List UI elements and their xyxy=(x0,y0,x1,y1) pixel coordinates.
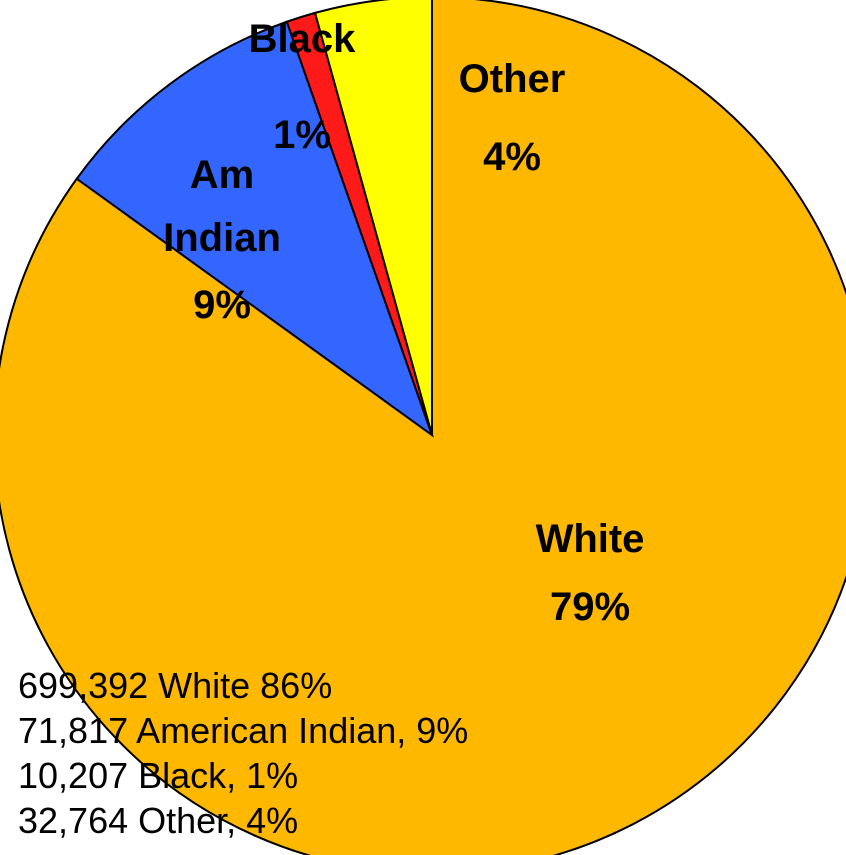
pie-labels: Black 1% Other 4% Am Indian 9% White 79% xyxy=(163,17,644,629)
slice-am-indian xyxy=(75,20,434,438)
label-other-name: Other xyxy=(459,57,566,101)
label-amindian-line2: Indian xyxy=(163,216,281,260)
label-white-name: White xyxy=(536,517,645,561)
label-black-name: Black xyxy=(249,17,356,61)
label-black-percent: 1% xyxy=(273,113,331,157)
note-other: 32,764 Other, 4% xyxy=(18,800,299,841)
label-amindian-line1: Am xyxy=(190,153,254,197)
slice-other xyxy=(313,0,433,436)
label-white-percent: 79% xyxy=(550,585,630,629)
note-white: 699,392 White 86% xyxy=(18,665,333,706)
note-american-indian: 71,817 American Indian, 9% xyxy=(18,710,469,751)
label-other-percent: 4% xyxy=(483,135,541,179)
label-amindian-percent: 9% xyxy=(193,283,251,327)
population-notes: 699,392 White 86% 71,817 American Indian… xyxy=(18,663,468,843)
note-black: 10,207 Black, 1% xyxy=(18,755,299,796)
